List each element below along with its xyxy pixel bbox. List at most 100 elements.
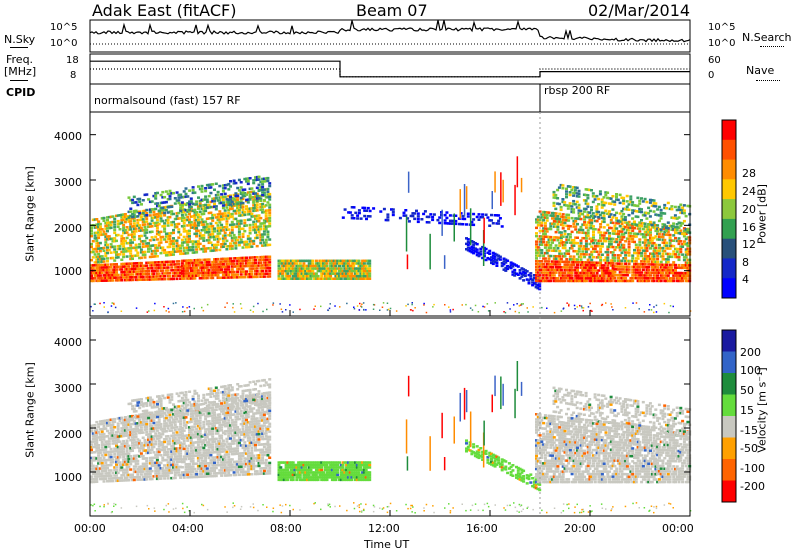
velocity-early-band-cell xyxy=(115,468,118,472)
power-mid-day-band-cell xyxy=(355,259,359,263)
velocity-early-band-cell xyxy=(125,428,129,432)
power-mid-band-cell xyxy=(172,242,175,245)
power-near-band-cell xyxy=(248,267,252,270)
power-faint-arc-cell xyxy=(382,207,386,211)
power-evening-upper-cell xyxy=(663,212,667,215)
power-mid-day-band-cell xyxy=(345,277,349,280)
power-evening-mid-cell xyxy=(590,245,594,248)
velocity-early-band-cell xyxy=(116,445,120,449)
power-near-band-cell xyxy=(213,260,216,264)
power-evening-near-cell xyxy=(609,272,613,275)
power-upper-band-cell xyxy=(259,199,263,202)
power-near-band-cell xyxy=(218,268,222,271)
power-evening-near-cell xyxy=(609,269,613,272)
power-evening-near-cell xyxy=(650,279,654,283)
power-evening-mid-cell xyxy=(649,233,652,237)
power-evening-near-cell xyxy=(650,271,654,274)
velocity-early-band-cell xyxy=(107,453,111,456)
power-upper-band-cell xyxy=(220,201,224,205)
power-near-band-cell xyxy=(109,279,113,282)
velocity-early-band-cell xyxy=(115,474,118,477)
power-near-band-cell xyxy=(134,278,138,282)
power-faint-arc-cell xyxy=(477,213,481,216)
power-mid-day-band-cell xyxy=(352,267,356,270)
power-near-band-cell xyxy=(205,266,209,269)
power-mid-band-cell xyxy=(218,232,222,235)
power-evening-upper-cell xyxy=(657,228,661,231)
power-evening-upper-cell xyxy=(607,202,611,205)
power-evening-near-cell xyxy=(631,268,635,271)
power-mid-day-band-cell xyxy=(293,259,297,263)
power-evening-near-cell xyxy=(620,276,624,280)
power-mid-band-cell xyxy=(132,238,136,241)
power-near-band-cell xyxy=(132,264,136,268)
power-descend-band-cell xyxy=(488,252,492,255)
power-evening-near-cell xyxy=(606,272,610,275)
power-evening-near-cell xyxy=(592,274,595,277)
power-near-band-cell xyxy=(245,259,248,262)
power-evening-near-cell xyxy=(633,268,636,271)
power-evening-mid-cell xyxy=(579,253,583,256)
power-evening-mid-cell xyxy=(643,252,647,255)
velocity-early-band-cell xyxy=(95,446,99,450)
power-mid-band-cell xyxy=(100,217,104,220)
power-mid-band-cell xyxy=(239,200,243,204)
power-mid-band-cell xyxy=(225,228,229,231)
power-near-band-cell xyxy=(261,267,265,270)
velocity-early-band-cell xyxy=(145,430,149,434)
power-descend-band-cell xyxy=(470,250,474,254)
power-upper-band-cell xyxy=(230,200,234,203)
velocity-early-band-cell xyxy=(154,472,158,475)
power-mid-band-cell xyxy=(180,208,184,211)
power-evening-near-cell xyxy=(592,261,595,264)
power-near-band-cell xyxy=(152,269,156,273)
power-mid-band-cell xyxy=(241,213,245,217)
power-evening-near-cell xyxy=(563,268,567,272)
power-near-band-cell xyxy=(264,269,268,273)
power-mid-day-band-cell xyxy=(359,269,363,273)
velocity-early-band-cell xyxy=(116,453,120,456)
power-evening-near-cell xyxy=(579,266,583,269)
power-descend-band-cell xyxy=(479,247,483,251)
power-evening-mid-cell xyxy=(629,223,633,227)
velocity-early-band-cell xyxy=(91,424,95,427)
power-mid-band-cell xyxy=(207,247,211,250)
velocity-early-band-cell xyxy=(116,417,120,420)
power-evening-near-cell xyxy=(615,273,619,277)
power-evening-mid-cell xyxy=(602,237,606,240)
power-mid-band-cell xyxy=(131,254,134,258)
power-evening-upper-cell xyxy=(640,210,643,214)
velocity-early-band-cell xyxy=(159,454,163,457)
power-evening-near-cell xyxy=(600,277,604,280)
power-mid-band-cell xyxy=(139,212,143,216)
velocity-early-band-cell xyxy=(123,460,127,464)
power-near-band-cell xyxy=(241,267,245,271)
power-mid-day-band-cell xyxy=(354,272,357,275)
power-near-band-cell xyxy=(136,278,140,282)
velocity-early-band-cell xyxy=(102,438,106,441)
velocity-early-band-cell xyxy=(91,451,95,454)
velocity-early-band-cell xyxy=(100,454,104,457)
power-evening-mid-cell xyxy=(606,229,610,232)
power-mid-day-band-cell xyxy=(366,277,370,280)
power-evening-near-cell xyxy=(640,279,644,283)
power-mid-band-cell xyxy=(237,244,241,247)
power-mid-band-cell xyxy=(255,192,259,196)
power-near-band-cell xyxy=(216,273,220,277)
power-near-band-cell xyxy=(243,273,247,276)
power-evening-upper-cell xyxy=(641,222,645,225)
power-evening-upper-cell xyxy=(577,206,581,209)
velocity-early-band-cell xyxy=(143,449,147,452)
power-evening-mid-cell xyxy=(638,241,642,244)
power-mid-day-band-cell xyxy=(298,269,302,273)
power-mid-band-cell xyxy=(218,248,222,252)
power-faint-arc-cell xyxy=(350,216,354,220)
power-mid-band-cell xyxy=(180,244,184,247)
velocity-early-band-cell xyxy=(122,479,126,482)
power-evening-near-cell xyxy=(572,263,576,267)
power-evening-upper-cell xyxy=(561,184,565,187)
power-faint-arc-cell xyxy=(448,222,452,225)
velocity-early-band-cell xyxy=(122,419,126,422)
velocity-early-band-cell xyxy=(107,421,111,424)
power-mid-band-cell xyxy=(229,215,232,219)
